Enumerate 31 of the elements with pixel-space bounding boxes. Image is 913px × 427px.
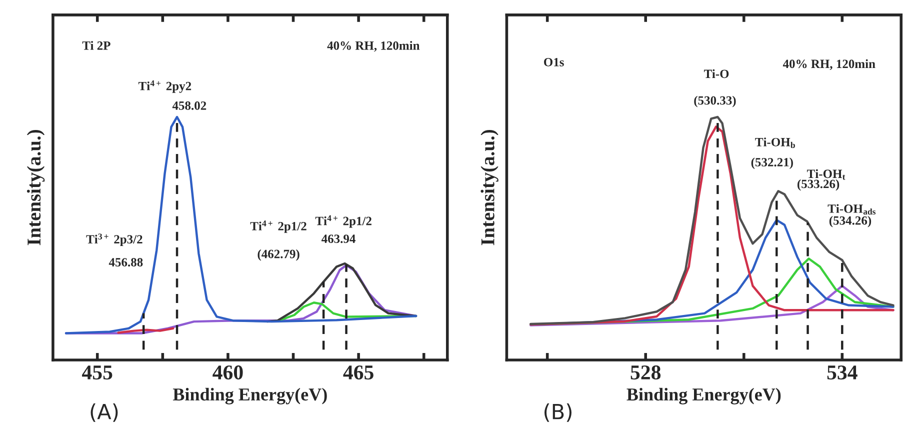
x-tick-label: 460 — [212, 365, 243, 380]
x-axis-title: Binding Energy(eV) — [172, 388, 327, 404]
annotation: Ti-OH$_{t}$ — [807, 169, 846, 180]
text: (530.33) — [694, 96, 736, 108]
x-tick-label: 534 — [827, 365, 858, 380]
annotation: 463.94 — [321, 234, 356, 244]
text: O1s — [544, 58, 564, 66]
text: 40% RH, 120min — [327, 41, 420, 52]
text: (A) — [90, 403, 118, 422]
annotation: (533.26) — [798, 179, 840, 191]
text: 40% RH, 120min — [782, 59, 876, 70]
text: Ti$^{4+}$ 2py2 — [138, 80, 192, 93]
annotation: Ti-OH$_{ads}$ — [828, 204, 876, 215]
x-axis-title: Binding Energy(eV) — [626, 388, 781, 404]
annotation: 456.88 — [108, 258, 143, 267]
annotation: Ti-OH$_{b}$ — [755, 138, 795, 148]
text: Ti-O — [704, 69, 729, 78]
text: (B) — [544, 403, 572, 422]
annotation: (534.26) — [829, 216, 872, 228]
annotation: Ti$^{4+}$ 2p1/2 — [315, 215, 372, 228]
annotation: Ti$^{4+}$ 2p1/2 — [250, 220, 306, 233]
annotation: (532.21) — [751, 158, 793, 169]
x-tick-label: 455 — [82, 366, 112, 380]
annotation: (462.79) — [258, 249, 300, 261]
text: 458.02 — [172, 101, 206, 110]
y-axis-title: Intensity(a.u.) — [480, 130, 498, 246]
text: Ti 2P — [82, 41, 110, 50]
x-tick-label: 465 — [343, 365, 374, 380]
y-axis-title: Intensity(a.u.) — [26, 130, 45, 246]
annotation: Ti$^{3+}$ 2p3/2 — [86, 234, 142, 246]
x-tick-label: 528 — [630, 365, 661, 380]
